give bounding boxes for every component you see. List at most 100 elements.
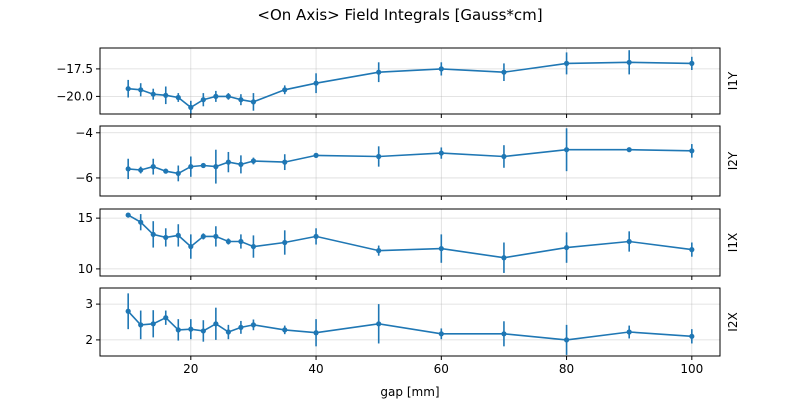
data-point	[626, 59, 632, 65]
data-point	[501, 331, 507, 337]
x-tick-label: 60	[434, 362, 449, 376]
data-point	[175, 170, 181, 177]
data-point	[163, 168, 169, 174]
data-point	[138, 87, 144, 93]
data-point	[188, 326, 194, 332]
panel-i1x: 15 10 I1X	[78, 208, 740, 280]
data-point	[163, 315, 169, 321]
data-point	[376, 153, 382, 160]
data-point	[563, 337, 570, 343]
data-point	[125, 212, 131, 218]
panel-i1y: −17.5 −20.0 I1Y	[56, 47, 740, 118]
data-point	[150, 164, 156, 170]
data-point	[213, 93, 219, 99]
data-point	[438, 150, 444, 156]
plot-frame	[99, 47, 721, 115]
x-tick-label: 20	[183, 362, 198, 376]
data-point	[175, 232, 181, 238]
data-point	[563, 244, 570, 251]
data-point	[376, 321, 382, 327]
data-point	[175, 327, 181, 333]
data-point	[238, 97, 244, 103]
data-point	[188, 243, 194, 250]
data-point	[689, 333, 695, 339]
data-point	[138, 219, 144, 225]
data-point	[313, 233, 319, 240]
data-point	[238, 324, 244, 330]
data-point	[213, 233, 219, 240]
data-point	[200, 97, 206, 103]
x-axis-label: gap [mm]	[380, 385, 439, 399]
y-tick-label: 15	[78, 211, 93, 225]
data-point	[225, 238, 231, 245]
data-point	[175, 94, 181, 101]
plot-frame	[99, 125, 721, 197]
panel-label-i2y: I2Y	[726, 151, 740, 170]
data-point	[238, 161, 244, 167]
data-point	[125, 308, 131, 314]
panel-i2x: 3 2 20 40 60 80 100 I2X	[85, 287, 740, 376]
data-point	[282, 87, 288, 93]
data-point	[563, 147, 570, 153]
plot-frame	[99, 208, 721, 277]
y-tick-label: −17.5	[56, 62, 93, 76]
data-point	[125, 166, 131, 172]
series-line-i1x	[127, 214, 692, 259]
data-point	[563, 60, 570, 66]
series-line-i2y	[128, 148, 692, 175]
y-tick-label: −20.0	[56, 89, 93, 103]
y-tick-label: −4	[75, 126, 93, 140]
data-point	[282, 239, 288, 246]
data-point	[376, 248, 382, 254]
data-point	[125, 86, 131, 92]
data-point	[225, 159, 231, 165]
x-tick-label: 40	[308, 362, 323, 376]
data-point	[501, 69, 507, 75]
data-point	[150, 321, 156, 327]
data-point	[250, 243, 257, 250]
data-point	[200, 162, 206, 169]
data-point	[313, 152, 319, 158]
data-point	[163, 92, 169, 98]
data-point	[150, 91, 156, 97]
panel-label-i2x: I2X	[726, 312, 740, 331]
data-point	[282, 327, 288, 333]
data-point	[200, 233, 206, 240]
x-tick-label: 80	[559, 362, 574, 376]
data-point	[438, 331, 444, 337]
data-point	[138, 322, 144, 328]
data-point	[689, 148, 695, 154]
data-point	[626, 147, 632, 153]
data-point	[438, 245, 444, 252]
data-point	[213, 321, 219, 327]
plot-frame	[99, 287, 721, 357]
data-point	[501, 255, 507, 261]
figure-title: <On Axis> Field Integrals [Gauss*cm]	[257, 6, 542, 24]
data-point	[250, 99, 257, 105]
data-point	[376, 69, 382, 75]
data-point	[188, 104, 194, 110]
y-tick-label: 10	[78, 262, 93, 276]
data-point	[313, 80, 319, 86]
data-point	[188, 164, 194, 170]
x-tick-label: 100	[680, 362, 703, 376]
data-point	[213, 164, 219, 170]
y-tick-label: 2	[85, 333, 93, 347]
series-line-i2x	[127, 310, 692, 341]
data-point	[626, 329, 632, 335]
data-point	[438, 66, 444, 72]
data-point	[282, 159, 288, 165]
data-point	[138, 167, 144, 173]
data-point	[626, 238, 632, 245]
data-point	[163, 234, 169, 241]
panel-label-i1y: I1Y	[726, 71, 740, 90]
data-point	[250, 322, 257, 328]
data-point	[501, 153, 507, 160]
data-point	[313, 330, 319, 336]
data-point	[200, 328, 206, 334]
data-point	[689, 60, 695, 66]
panels-group: −17.5 −20.0 I1Y −4 −6 I2Y 15 10 I1X 3 2 20 40 60 80 100…	[56, 47, 740, 376]
data-point	[238, 238, 244, 245]
